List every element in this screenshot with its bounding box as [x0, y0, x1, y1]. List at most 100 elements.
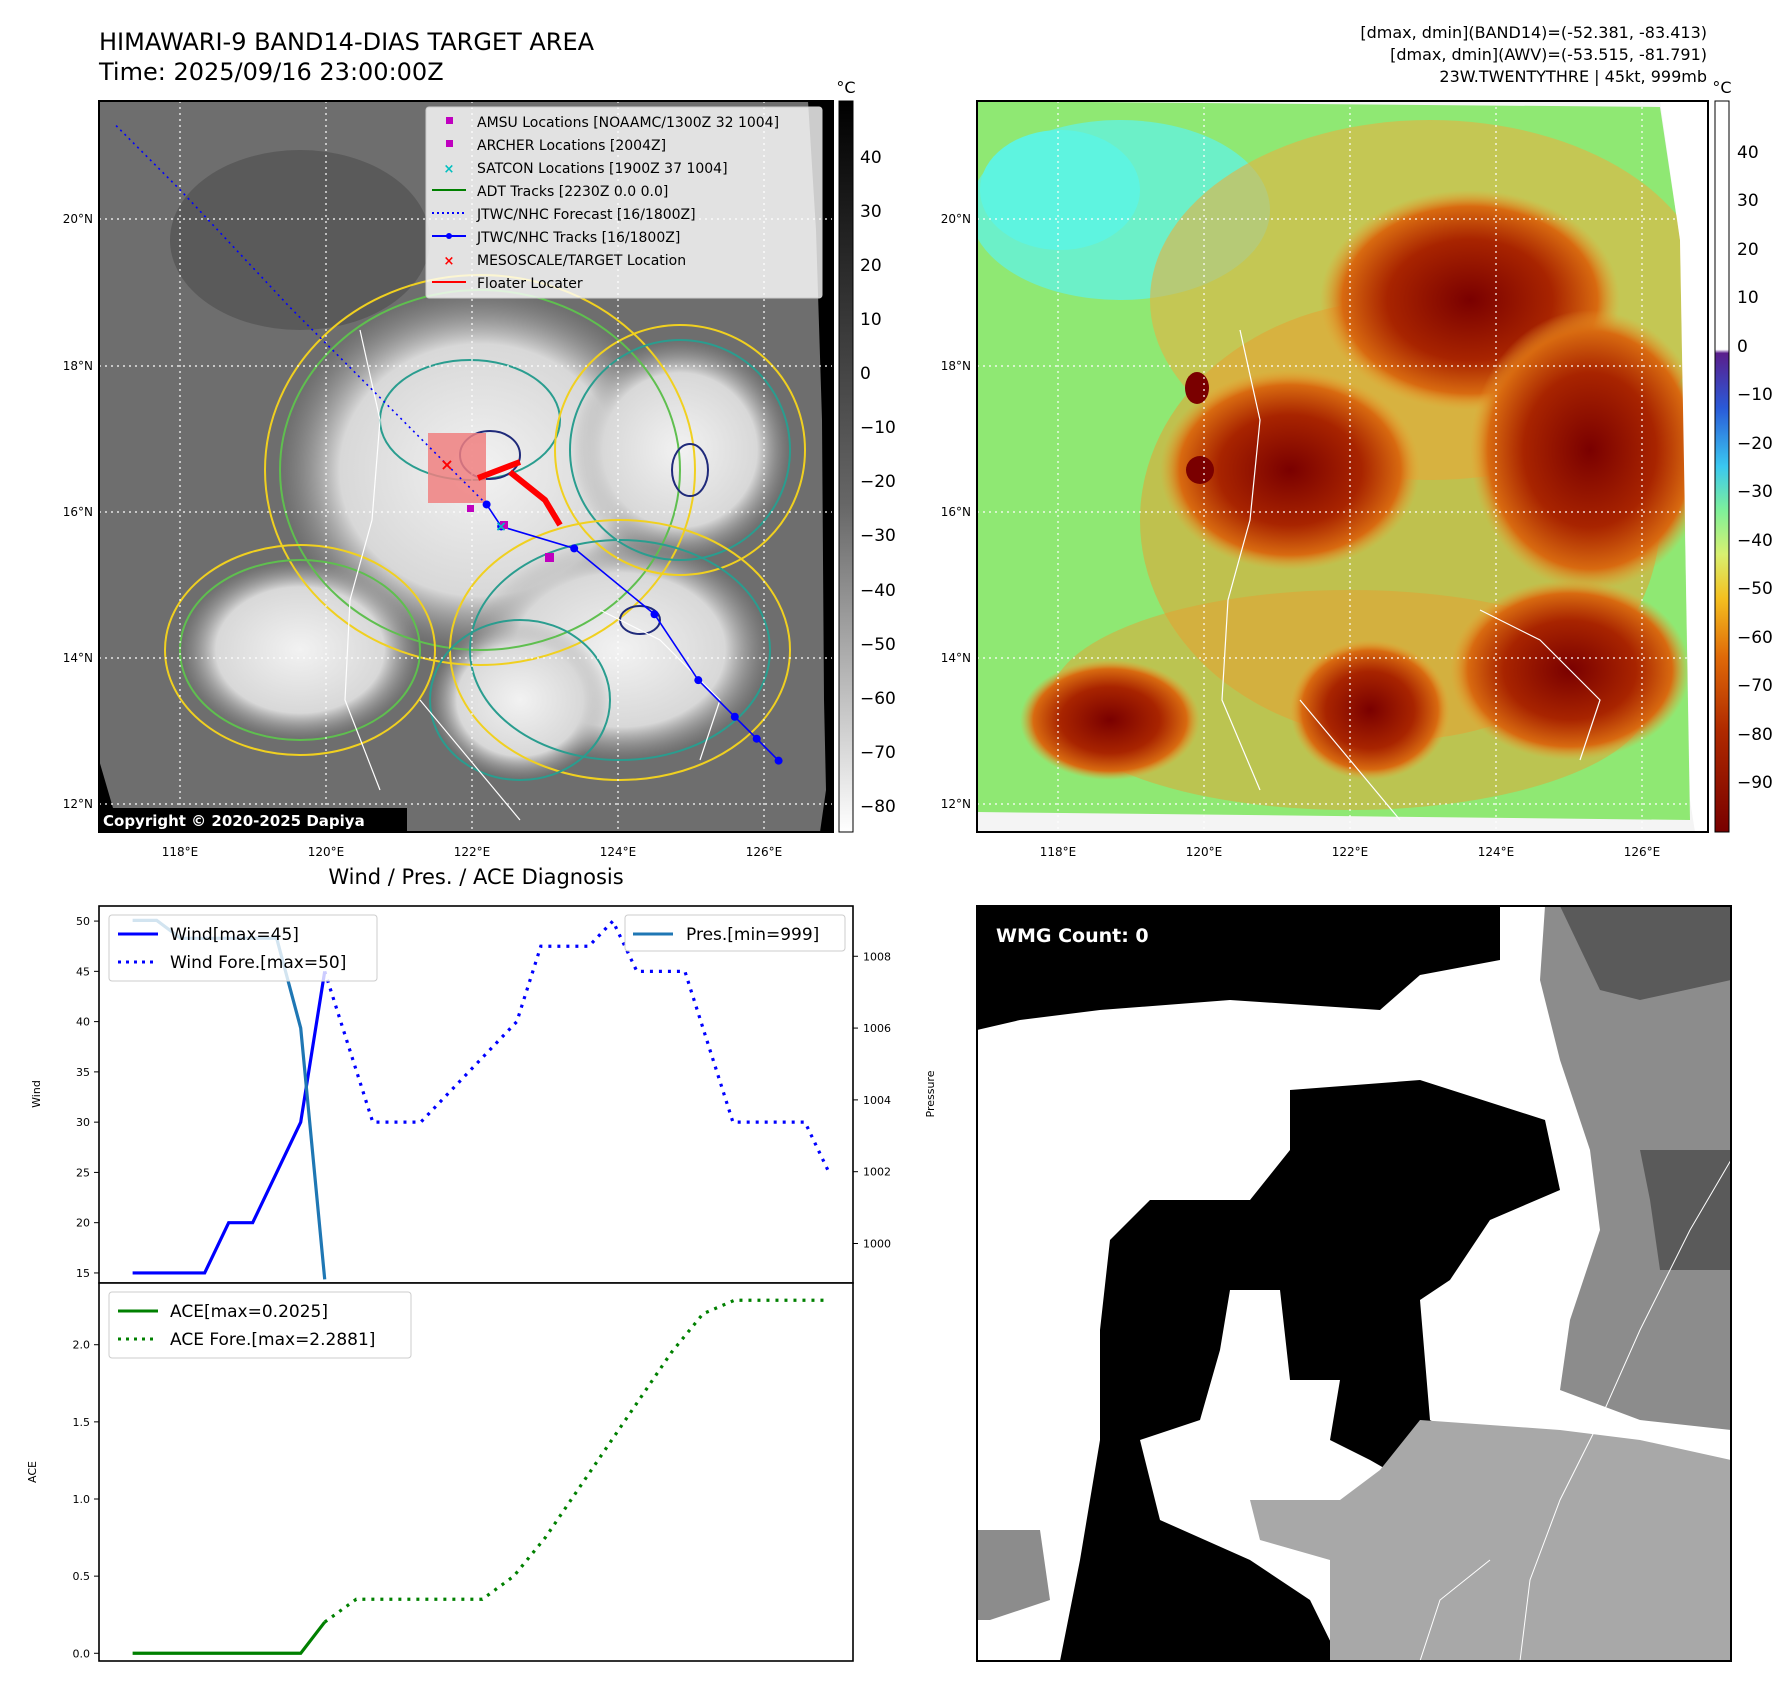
ir-cbar-tick: −70 — [860, 743, 896, 763]
legend-floater-label: Floater Locater — [477, 276, 583, 292]
ace-series-layer — [132, 1298, 829, 1655]
wind-tick-label: 45 — [76, 965, 90, 978]
wv-lon-124: 124°E — [1478, 845, 1515, 859]
jtwc-track-point — [482, 500, 491, 509]
ace-tick-label: 0.0 — [73, 1647, 91, 1660]
pressure-y-ticks: 1008 1006 1004 1002 1000 — [853, 950, 891, 1251]
legend-archer-marker — [446, 140, 453, 147]
wv-lon-122: 122°E — [1332, 845, 1369, 859]
legend-archer-label: ARCHER Locations [2004Z] — [477, 138, 666, 154]
wv-cbar-tick: −70 — [1737, 676, 1773, 696]
ir-colorbar-unit: °C — [836, 78, 855, 97]
wv-cbar-tick: −10 — [1737, 385, 1773, 405]
info-storm: 23W.TWENTYTHRE | 45kt, 999mb — [1439, 67, 1707, 86]
jtwc-track-point — [694, 676, 703, 685]
figure-title: HIMAWARI-9 BAND14-DIAS TARGET AREA — [99, 28, 595, 56]
jtwc-track-layer — [113, 123, 783, 765]
wind-tick-label: 15 — [76, 1267, 90, 1280]
legend-pres-label: Pres.[min=999] — [686, 925, 819, 945]
wv-lon-120: 120°E — [1186, 845, 1223, 859]
wind-ylabel: Wind — [30, 1080, 43, 1108]
pressure-ylabel: Pressure — [924, 1070, 937, 1117]
ir-lon-labels: 118°E 120°E 122°E 124°E 126°E — [162, 845, 783, 859]
legend-satcon-marker: × — [444, 162, 455, 177]
ace-ylabel: ACE — [26, 1461, 39, 1483]
wv-imagery — [977, 101, 1708, 832]
legend-target-marker: × — [444, 254, 455, 269]
wv-cbar-tick: −20 — [1737, 434, 1773, 454]
ace-tick-label: 2.0 — [73, 1339, 91, 1352]
wind-tick-label: 50 — [76, 915, 90, 928]
ir-cbar-tick: 40 — [860, 148, 882, 168]
ir-lat-labels: 20°N 18°N 16°N 14°N 12°N — [63, 212, 93, 811]
satcon-marker: × — [495, 519, 507, 535]
ir-cbar-tick: −80 — [860, 797, 896, 817]
info-band14: [dmax, dmin](BAND14)=(-52.381, -83.413) — [1360, 23, 1707, 42]
ir-cbar-tick: 20 — [860, 256, 882, 276]
ir-colorbar-ticks: 40 30 20 10 0 −10 −20 −30 −40 −50 −60 −7… — [860, 148, 896, 817]
jtwc-track-point — [730, 712, 739, 721]
ir-lon-122: 122°E — [454, 845, 491, 859]
legend-track-label: JTWC/NHC Tracks [16/1800Z] — [476, 230, 680, 246]
ace-legend: ACE[max=0.2025] ACE Fore.[max=2.2881] — [108, 1291, 412, 1359]
wv-lon-118: 118°E — [1040, 845, 1077, 859]
pressure-tick-label: 1006 — [863, 1022, 891, 1035]
ace-forecast-line — [323, 1298, 829, 1624]
pressure-tick-label: 1008 — [863, 950, 891, 963]
wv-cbar-tick: −80 — [1737, 725, 1773, 745]
archer-marker-2 — [467, 505, 474, 512]
jtwc-track-line — [485, 504, 780, 762]
ir-lon-120: 120°E — [308, 845, 345, 859]
ace-line — [132, 1621, 326, 1655]
legend-adt-label: ADT Tracks [2230Z 0.0 0.0] — [477, 184, 668, 200]
legend-wind-fore-label: Wind Fore.[max=50] — [170, 953, 346, 973]
jtwc-track-point — [650, 610, 659, 619]
ir-map: × × AMSU Locations [NOAAMC/1300Z 32 1004… — [63, 78, 896, 859]
wv-cbar-tick: −30 — [1737, 482, 1773, 502]
legend-ace-fore-label: ACE Fore.[max=2.2881] — [170, 1330, 375, 1350]
ace-y-ticks: 2.0 1.5 1.0 0.5 0.0 — [73, 1339, 99, 1660]
wv-cbar-tick: 30 — [1737, 191, 1759, 211]
wv-cbar-tick: −90 — [1737, 773, 1773, 793]
diagnosis-panel: Wind / Pres. / ACE Diagnosis 50 45 40 35 30 2… — [26, 865, 937, 1662]
pressure-tick-label: 1004 — [863, 1094, 891, 1107]
wv-lat-18: 18°N — [941, 359, 971, 373]
ir-cbar-tick: −50 — [860, 635, 896, 655]
wv-colorbar-ticks: 40 30 20 10 0 −10 −20 −30 −40 −50 −60 −7… — [1737, 143, 1773, 793]
wv-cbar-tick: 40 — [1737, 143, 1759, 163]
floater-locater — [476, 459, 563, 527]
legend-wind-label: Wind[max=45] — [170, 925, 299, 945]
wind-forecast-line — [323, 918, 831, 1174]
wmg-panel: WMG Count: 0 — [976, 905, 1732, 1662]
ir-lon-126: 126°E — [746, 845, 783, 859]
wv-map-frame — [976, 100, 1709, 833]
wv-cbar-tick: 20 — [1737, 240, 1759, 260]
wind-tick-label: 40 — [76, 1016, 90, 1029]
ir-lat-18: 18°N — [63, 359, 93, 373]
ir-lon-124: 124°E — [600, 845, 637, 859]
legend-amsu-label: AMSU Locations [NOAAMC/1300Z 32 1004] — [477, 115, 779, 131]
diagnosis-title: Wind / Pres. / ACE Diagnosis — [328, 865, 623, 889]
wmg-count: WMG Count: 0 — [996, 925, 1149, 947]
wv-cbar-tick: 10 — [1737, 288, 1759, 308]
copyright-box — [99, 808, 407, 832]
ir-cbar-tick: 30 — [860, 202, 882, 222]
wv-colorbar — [1714, 100, 1730, 833]
wv-cbar-tick: −60 — [1737, 628, 1773, 648]
pressure-tick-label: 1002 — [863, 1166, 891, 1179]
ir-cbar-tick: −60 — [860, 689, 896, 709]
wv-gridlines — [977, 101, 1708, 832]
wv-lat-labels: 20°N 18°N 16°N 14°N 12°N — [941, 212, 971, 811]
wv-cbar-tick: −40 — [1737, 531, 1773, 551]
legend-ace-label: ACE[max=0.2025] — [170, 1302, 328, 1322]
archer-marker — [500, 521, 508, 529]
wmg-frame — [976, 905, 1732, 1662]
wv-lat-12: 12°N — [941, 797, 971, 811]
wind-line — [132, 971, 327, 1275]
jtwc-track-point — [570, 544, 579, 553]
ir-cbar-tick: −30 — [860, 526, 896, 546]
ir-legend: AMSU Locations [NOAAMC/1300Z 32 1004] AR… — [425, 106, 823, 299]
wv-lon-126: 126°E — [1624, 845, 1661, 859]
wv-cbar-tick: −50 — [1737, 579, 1773, 599]
target-area-box — [428, 433, 486, 503]
